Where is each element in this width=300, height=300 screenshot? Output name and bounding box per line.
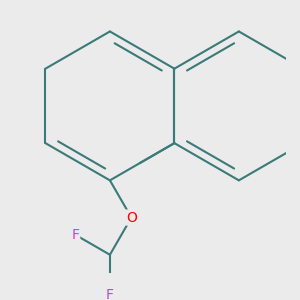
Text: F: F (71, 228, 79, 242)
Text: F: F (106, 288, 114, 300)
Text: O: O (126, 211, 137, 225)
